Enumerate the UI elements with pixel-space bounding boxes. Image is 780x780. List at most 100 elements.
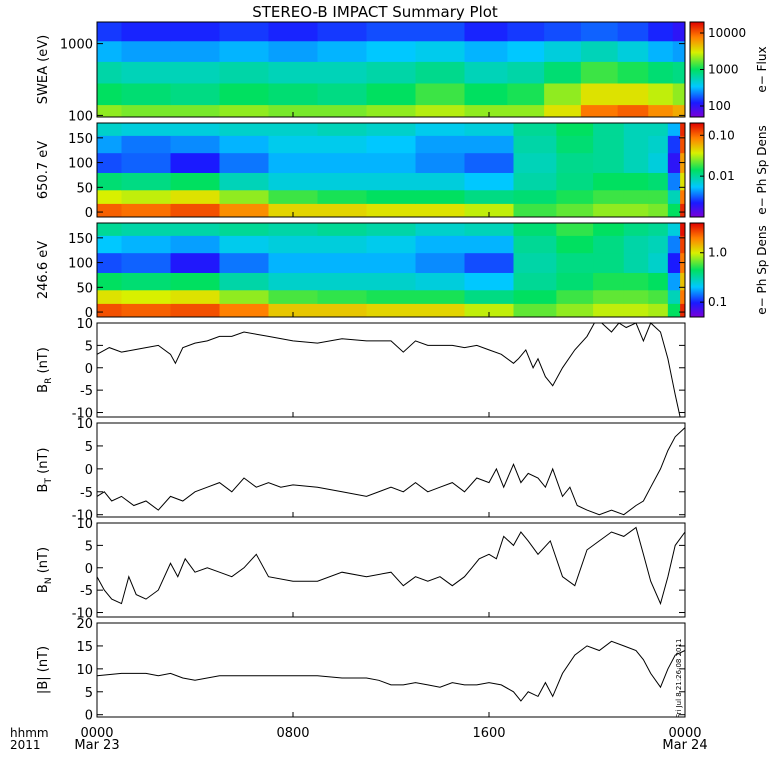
heatmap-cell: [366, 40, 416, 62]
y-tick-label: 1000: [60, 38, 93, 53]
heatmap-cell: [97, 40, 122, 62]
heatmap-cell: [580, 82, 619, 106]
heatmap-cell: [97, 252, 122, 273]
heatmap-cell: [415, 303, 465, 318]
heatmap-cell: [464, 252, 514, 273]
colorbar-swea: 10000 1000 100 e− Flux: [689, 21, 769, 118]
heatmap-cell: [648, 272, 669, 291]
heatmap-cell: [544, 22, 582, 42]
heatmap-cell: [623, 223, 649, 236]
heatmap-cell: [170, 235, 220, 254]
heatmap-cell: [415, 289, 465, 304]
heatmap-cell: [268, 172, 318, 191]
heatmap-cell: [648, 104, 674, 118]
x-tick-label: 0000: [80, 726, 113, 741]
heatmap-cell: [415, 82, 465, 106]
panel-frame: [96, 422, 686, 518]
heatmap-cell: [219, 152, 269, 173]
heatmap-cell: [556, 152, 594, 173]
heatmap-cell: [464, 172, 514, 191]
heatmap-cell: [366, 235, 416, 254]
heatmap-cell: [317, 252, 367, 273]
heatmap-cell: [121, 303, 171, 318]
heatmap-cell: [121, 82, 171, 106]
heatmap-cell: [366, 123, 416, 136]
heatmap-cell: [366, 189, 416, 204]
heatmap-cell: [648, 40, 674, 62]
y-axis-label: BR (nT): [36, 347, 54, 393]
heatmap-cell: [97, 61, 122, 84]
heatmap-cell: [580, 22, 619, 42]
heatmap-cell: [170, 303, 220, 318]
heatmap-cell: [268, 135, 318, 154]
heatmap-cell: [317, 289, 367, 304]
heatmap-cell: [593, 172, 625, 191]
heatmap-cell: [593, 303, 625, 318]
heatmap-cell: [667, 203, 681, 218]
heatmap-cell: [219, 172, 269, 191]
y-tick-label: 10: [76, 663, 93, 678]
heatmap-cell: [415, 203, 465, 218]
heatmap-cell: [121, 235, 171, 254]
y-tick-label: 0: [85, 206, 93, 221]
y-tick-label: 20: [76, 617, 93, 632]
heatmap-cell: [513, 123, 557, 136]
heatmap-cell: [170, 172, 220, 191]
heatmap-cell: [680, 223, 686, 236]
heatmap-cell: [97, 123, 122, 136]
heatmap-cell: [544, 104, 582, 118]
heatmap-cell: [97, 223, 122, 236]
heatmap-cell: [219, 252, 269, 273]
y-tick-label: 5: [85, 440, 93, 455]
heatmap-cell: [170, 189, 220, 204]
heatmap-cell: [623, 123, 649, 136]
heatmap-cell: [623, 252, 649, 273]
heatmap-cell: [672, 82, 686, 106]
y-tick-label: 0: [85, 709, 93, 724]
heatmap-cell: [170, 135, 220, 154]
heatmap-cell: [121, 135, 171, 154]
heatmap-cell: [623, 303, 649, 318]
heatmap-cell: [317, 61, 367, 84]
heatmap-cell: [648, 123, 669, 136]
panel-bmag: 20 15 10 5 0 |B| (nT): [36, 617, 686, 724]
heatmap-cell: [617, 22, 649, 42]
heatmap-cell: [317, 303, 367, 318]
heatmap-cell: [667, 152, 681, 173]
heatmap-cell: [648, 135, 669, 154]
panel-swea: 10000 1000 100 e− Flux 1000 100 SWEA (eV): [36, 21, 769, 124]
heatmap-cell: [366, 61, 416, 84]
heatmap-cell: [464, 189, 514, 204]
heatmap-cell: [556, 303, 594, 318]
heatmap-cell: [366, 289, 416, 304]
heatmap-cell: [121, 203, 171, 218]
heatmap-cell: [680, 189, 686, 204]
heatmap-cell: [219, 303, 269, 318]
heatmap-cell: [366, 152, 416, 173]
heatmap-cell: [219, 61, 269, 84]
heatmap-cell: [121, 152, 171, 173]
heatmap-cell: [97, 104, 122, 118]
y-axis-label: |B| (nT): [36, 646, 51, 694]
heatmap-cell: [366, 22, 416, 42]
heatmap-cell: [513, 289, 557, 304]
y-tick-label: 100: [68, 257, 93, 272]
heatmap-cell: [507, 61, 545, 84]
panel-frame: [96, 622, 686, 718]
heatmap-cell: [464, 203, 514, 218]
heatmap-cell: [580, 61, 619, 84]
heatmap-cell: [464, 135, 514, 154]
heatmap-cell: [556, 289, 594, 304]
heatmap-cell: [219, 235, 269, 254]
heatmap-cell: [170, 82, 220, 106]
heatmap-cell: [623, 235, 649, 254]
heatmap-cell: [268, 223, 318, 236]
heatmap-cell: [366, 252, 416, 273]
heatmap-cell: [648, 289, 669, 304]
heatmap-cell: [464, 61, 508, 84]
heatmap-cell: [513, 203, 557, 218]
heatmap-cell: [219, 22, 269, 42]
heatmap-cell: [593, 272, 625, 291]
heatmap-cell: [415, 61, 465, 84]
heatmap-pad650: [97, 123, 686, 218]
